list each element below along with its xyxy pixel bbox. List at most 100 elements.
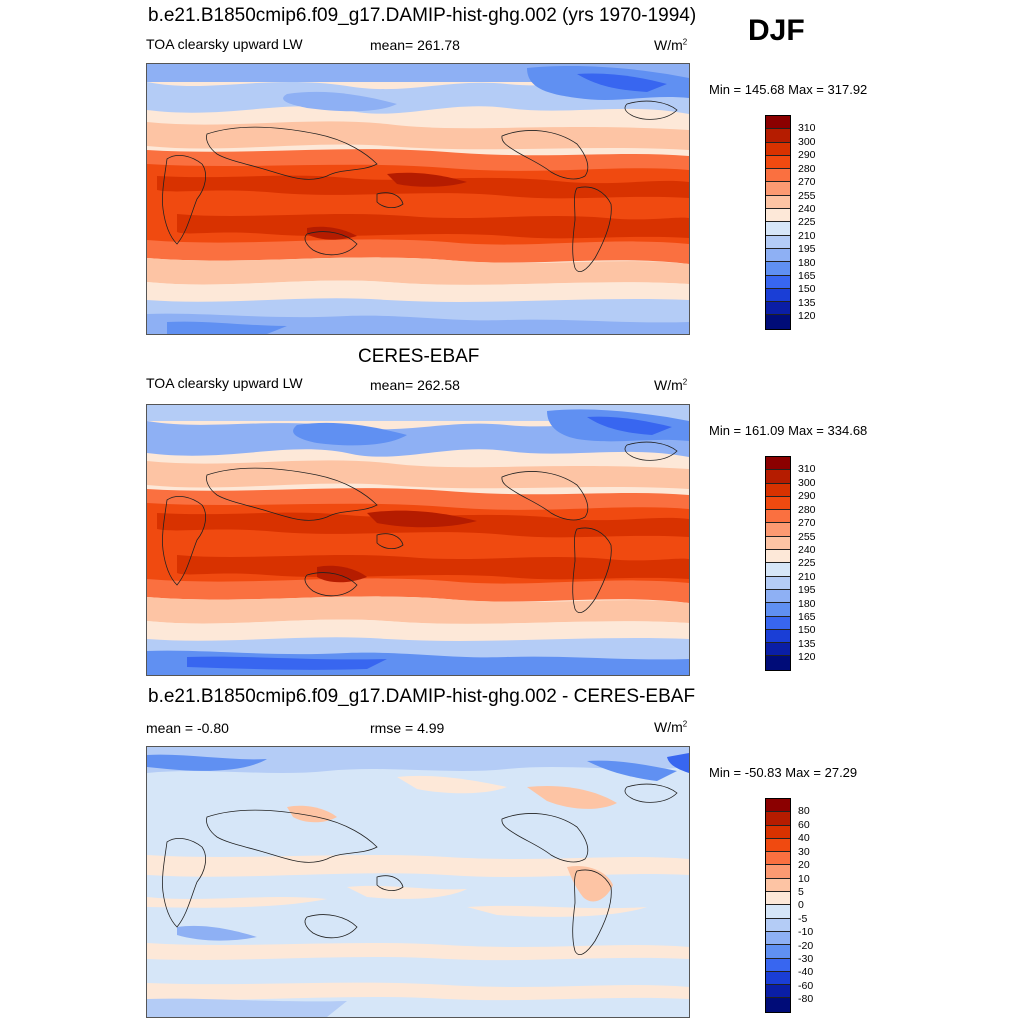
panel3-colorbar xyxy=(765,798,791,1013)
colorbar-swatch xyxy=(766,457,790,471)
colorbar-swatch xyxy=(766,550,790,564)
colorbar-swatch xyxy=(766,275,790,289)
colorbar-tick-label: -40 xyxy=(798,966,814,979)
colorbar-swatch xyxy=(766,838,790,853)
colorbar-swatch xyxy=(766,878,790,893)
colorbar-tick-label: -5 xyxy=(798,912,808,925)
colorbar-tick-label: -20 xyxy=(798,939,814,952)
colorbar-tick-label: 195 xyxy=(798,243,816,256)
panel1-mean-label: mean= 261.78 xyxy=(370,37,460,53)
colorbar-swatch xyxy=(766,496,790,511)
panel1-title: b.e21.B1850cmip6.f09_g17.DAMIP-hist-ghg.… xyxy=(148,5,697,26)
panel3-mean-label: mean = -0.80 xyxy=(146,720,229,736)
colorbar-swatch xyxy=(766,142,790,156)
colorbar-tick-label: 120 xyxy=(798,310,816,323)
colorbar-tick-label: 210 xyxy=(798,229,816,242)
colorbar-tick-label: 300 xyxy=(798,476,816,489)
colorbar-swatch xyxy=(766,799,790,813)
colorbar-tick-label: 300 xyxy=(798,135,816,148)
colorbar-swatch xyxy=(766,629,790,644)
colorbar-swatch xyxy=(766,510,790,524)
panel3-title: b.e21.B1850cmip6.f09_g17.DAMIP-hist-ghg.… xyxy=(148,686,696,707)
colorbar-swatch xyxy=(766,985,790,999)
colorbar-tick-label: 310 xyxy=(798,463,816,476)
colorbar-swatch xyxy=(766,315,790,329)
colorbar-swatch xyxy=(766,536,790,551)
colorbar-swatch xyxy=(766,945,790,959)
colorbar-tick-label: 165 xyxy=(798,611,816,624)
colorbar-swatch xyxy=(766,865,790,879)
colorbar-tick-label: 195 xyxy=(798,584,816,597)
colorbar-swatch xyxy=(766,129,790,143)
panel1-minmax: Min = 145.68 Max = 317.92 xyxy=(709,82,868,97)
colorbar-swatch xyxy=(766,656,790,670)
colorbar-swatch xyxy=(766,155,790,170)
colorbar-swatch xyxy=(766,643,790,657)
colorbar-tick-label: -60 xyxy=(798,979,814,992)
panel2-variable-label: TOA clearsky upward LW xyxy=(146,375,303,391)
colorbar-swatch xyxy=(766,971,790,986)
colorbar-swatch xyxy=(766,248,790,263)
panel1-map xyxy=(146,63,690,335)
colorbar-tick-label: 240 xyxy=(798,202,816,215)
colorbar-tick-label: 255 xyxy=(798,189,816,202)
colorbar-swatch xyxy=(766,182,790,196)
colorbar-tick-label: 270 xyxy=(798,176,816,189)
colorbar-swatch xyxy=(766,998,790,1012)
colorbar-tick-label: 280 xyxy=(798,503,816,516)
colorbar-swatch xyxy=(766,169,790,183)
panel3-map xyxy=(146,746,690,1018)
colorbar-swatch xyxy=(766,302,790,316)
colorbar-tick-label: 40 xyxy=(798,832,810,845)
colorbar-tick-label: 180 xyxy=(798,597,816,610)
panel1-colorbar xyxy=(765,115,791,330)
colorbar-swatch xyxy=(766,918,790,932)
colorbar-tick-label: -10 xyxy=(798,926,814,939)
colorbar-swatch xyxy=(766,235,790,249)
colorbar-tick-label: 5 xyxy=(798,885,804,898)
colorbar-swatch xyxy=(766,616,790,630)
colorbar-tick-label: -30 xyxy=(798,953,814,966)
colorbar-tick-label: 225 xyxy=(798,557,816,570)
colorbar-tick-label: 210 xyxy=(798,570,816,583)
colorbar-tick-label: 60 xyxy=(798,818,810,831)
colorbar-swatch xyxy=(766,603,790,617)
panel1-variable-label: TOA clearsky upward LW xyxy=(146,36,303,52)
panel3-rmse-label: rmse = 4.99 xyxy=(370,720,445,736)
season-label: DJF xyxy=(748,14,805,47)
colorbar-tick-label: 270 xyxy=(798,517,816,530)
colorbar-tick-label: 20 xyxy=(798,859,810,872)
colorbar-tick-label: 135 xyxy=(798,296,816,309)
colorbar-tick-label: 255 xyxy=(798,530,816,543)
colorbar-tick-label: 290 xyxy=(798,149,816,162)
colorbar-tick-label: -80 xyxy=(798,993,814,1006)
colorbar-swatch xyxy=(766,209,790,223)
colorbar-swatch xyxy=(766,825,790,839)
panel2-map xyxy=(146,404,690,676)
colorbar-tick-label: 135 xyxy=(798,637,816,650)
panel1-units: W/m2 xyxy=(654,37,688,53)
colorbar-swatch xyxy=(766,905,790,919)
panel2-mean-label: mean= 262.58 xyxy=(370,377,460,393)
colorbar-swatch xyxy=(766,523,790,537)
colorbar-tick-label: 310 xyxy=(798,122,816,135)
colorbar-swatch xyxy=(766,589,790,604)
panel3-units: W/m2 xyxy=(654,719,688,735)
colorbar-swatch xyxy=(766,470,790,484)
colorbar-tick-label: 180 xyxy=(798,256,816,269)
colorbar-tick-label: 225 xyxy=(798,216,816,229)
panel2-minmax: Min = 161.09 Max = 334.68 xyxy=(709,423,868,438)
colorbar-tick-label: 280 xyxy=(798,162,816,175)
panel2-colorbar xyxy=(765,456,791,671)
colorbar-swatch xyxy=(766,576,790,590)
colorbar-tick-label: 240 xyxy=(798,543,816,556)
colorbar-swatch xyxy=(766,958,790,972)
colorbar-swatch xyxy=(766,116,790,130)
colorbar-tick-label: 80 xyxy=(798,805,810,818)
colorbar-tick-label: 30 xyxy=(798,845,810,858)
colorbar-swatch xyxy=(766,262,790,276)
panel2-units: W/m2 xyxy=(654,377,688,393)
colorbar-tick-label: 10 xyxy=(798,872,810,885)
colorbar-tick-label: 120 xyxy=(798,651,816,664)
colorbar-swatch xyxy=(766,195,790,210)
